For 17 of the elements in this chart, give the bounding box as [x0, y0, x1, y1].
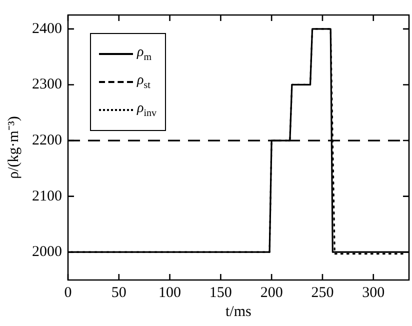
legend-label: ρ$_{inv}$	[137, 101, 157, 119]
x-tick-label: 150	[209, 284, 232, 301]
y-tick-label: 2200	[32, 132, 62, 148]
x-axis-title: t/ms	[226, 304, 252, 321]
x-tick-label: 0	[64, 284, 72, 301]
x-tick-label: 50	[111, 284, 126, 301]
y-tick-label: 2400	[32, 20, 62, 37]
legend-label: ρ$_{m}$	[137, 45, 152, 63]
y-tick-label: 2300	[32, 76, 62, 93]
x-tick-label: 200	[260, 284, 283, 301]
y-axis-title: ρ/(kg·m⁻³)	[4, 116, 22, 179]
x-tick-label: 300	[362, 284, 385, 301]
legend-label: ρ$_{st}$	[137, 73, 150, 91]
x-tick-label: 100	[158, 284, 182, 301]
y-tick-label: 2100	[32, 188, 62, 204]
x-tick-label: 250	[311, 284, 334, 301]
y-tick-label: 2000	[32, 244, 62, 260]
